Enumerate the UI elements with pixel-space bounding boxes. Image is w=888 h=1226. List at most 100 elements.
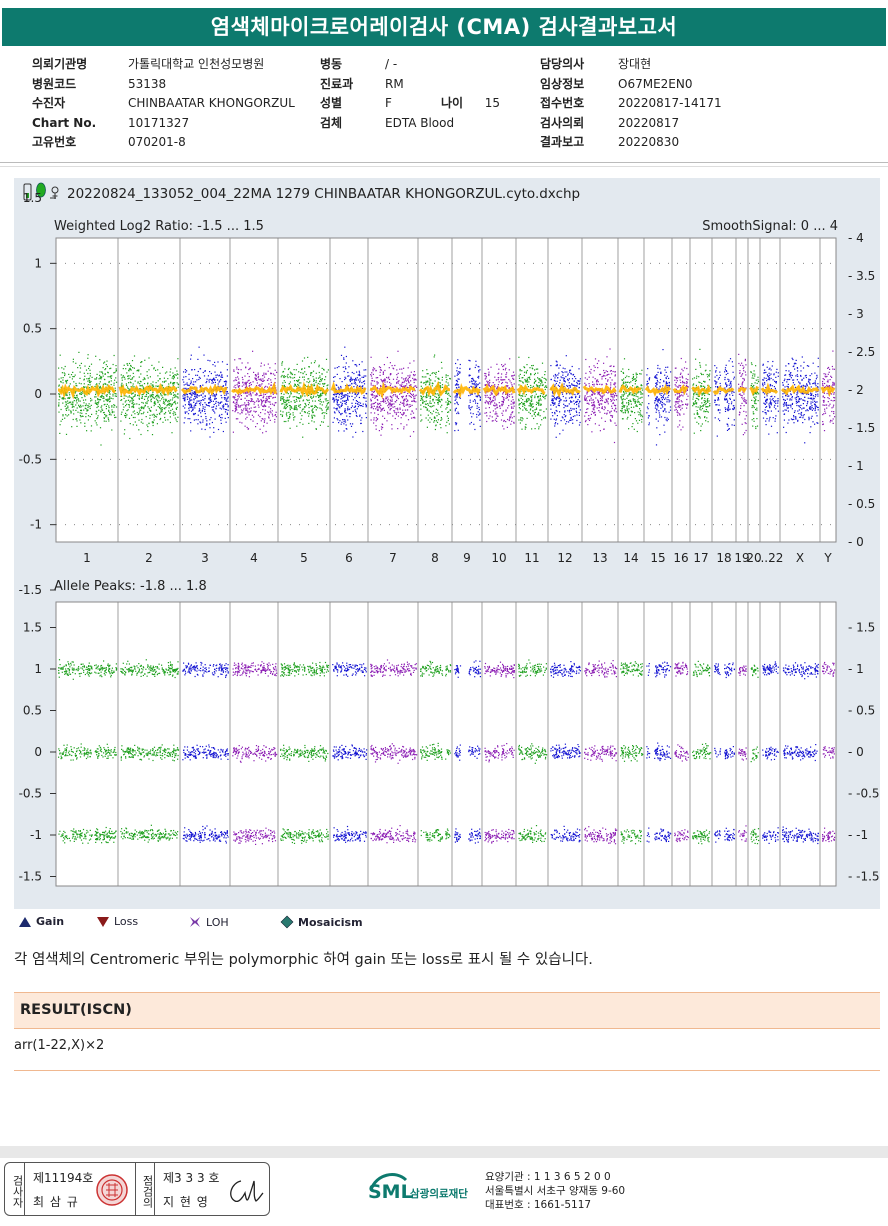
- allele-point: [86, 753, 88, 755]
- allele-point: [323, 666, 325, 668]
- log2-point: [157, 375, 159, 377]
- allele-point: [176, 673, 178, 675]
- allele-point: [304, 836, 306, 838]
- allele-point: [122, 838, 124, 840]
- allele-point: [309, 836, 311, 838]
- log2-point: [176, 406, 178, 408]
- allele-point: [109, 754, 111, 756]
- log2-point: [233, 401, 235, 403]
- log2-point: [236, 403, 238, 405]
- allele-point: [143, 831, 145, 834]
- log2-point: [313, 379, 315, 381]
- allele-point: [154, 833, 157, 835]
- allele-point: [161, 837, 163, 839]
- log2-point: [83, 386, 85, 389]
- label-sex: 성별: [320, 96, 343, 110]
- allele-point: [75, 669, 77, 671]
- allele-point: [295, 834, 297, 836]
- allele-point: [123, 829, 125, 832]
- allele-point: [164, 670, 166, 673]
- log2-point: [254, 411, 256, 413]
- allele-point: [169, 661, 171, 663]
- allele-point: [75, 832, 77, 834]
- log2-point: [159, 407, 161, 409]
- allele-point: [317, 835, 319, 837]
- allele-point: [273, 835, 275, 837]
- log2-point: [238, 394, 240, 396]
- allele-point: [220, 831, 222, 833]
- allele-point: [221, 666, 223, 668]
- allele-point: [67, 668, 69, 670]
- log2-point: [248, 403, 250, 405]
- allele-point: [103, 752, 105, 754]
- allele-point: [270, 834, 272, 836]
- allele-point: [221, 832, 223, 834]
- allele-point: [132, 756, 134, 759]
- allele-point: [258, 757, 260, 759]
- log2-point: [89, 406, 91, 408]
- log2-point: [185, 388, 187, 390]
- allele-point: [333, 757, 336, 759]
- allele-point: [360, 754, 362, 756]
- log2-point: [138, 397, 140, 399]
- allele-point: [153, 754, 156, 756]
- allele-point: [142, 666, 144, 668]
- log2-point: [327, 408, 329, 410]
- log2-point: [124, 414, 126, 417]
- log2-point: [257, 377, 259, 379]
- allele-point: [204, 751, 206, 753]
- allele-point: [127, 748, 130, 750]
- allele-point: [208, 834, 210, 837]
- allele-point: [71, 754, 73, 757]
- allele-point: [197, 839, 199, 841]
- log2-point: [189, 383, 192, 385]
- allele-point: [104, 674, 106, 676]
- log2-point: [186, 398, 189, 400]
- log2-point: [177, 383, 179, 385]
- log2-point: [193, 384, 195, 386]
- log2-point: [115, 377, 117, 379]
- allele-point: [241, 663, 243, 666]
- allele-point: [145, 830, 148, 832]
- allele-point: [157, 829, 159, 832]
- allele-point: [204, 833, 206, 836]
- allele-point: [87, 756, 89, 758]
- allele-point: [109, 828, 111, 830]
- allele-point: [136, 672, 139, 674]
- log2-point: [73, 413, 75, 415]
- allele-point: [340, 836, 342, 838]
- allele-point: [193, 835, 196, 837]
- log2-point: [142, 402, 144, 404]
- log2-point: [358, 401, 360, 403]
- allele-point: [274, 832, 276, 834]
- allele-point: [235, 668, 237, 670]
- log2-point: [281, 374, 283, 377]
- allele-point: [167, 669, 169, 671]
- allele-point: [142, 835, 144, 837]
- allele-point: [79, 836, 81, 838]
- allele-point: [263, 745, 265, 747]
- log2-point: [199, 385, 201, 387]
- log2-point: [325, 398, 327, 400]
- allele-point: [102, 831, 105, 834]
- allele-point: [173, 748, 175, 750]
- allele-point: [87, 842, 89, 844]
- allele-point: [147, 841, 149, 843]
- allele-point: [124, 666, 126, 669]
- allele-point: [152, 754, 155, 756]
- log2-point: [159, 413, 161, 415]
- allele-point: [146, 749, 148, 751]
- allele-point: [140, 759, 143, 761]
- smooth-signal-line: [58, 383, 116, 400]
- allele-point: [321, 748, 323, 750]
- allele-point: [234, 673, 236, 675]
- allele-point: [188, 671, 190, 673]
- log2-point: [83, 409, 85, 411]
- log2-point: [146, 371, 148, 373]
- allele-point: [286, 749, 288, 752]
- log2-point: [254, 401, 256, 403]
- log2-point: [153, 413, 155, 415]
- allele-point: [173, 749, 175, 751]
- log2-point: [268, 417, 270, 419]
- allele-point: [263, 836, 266, 838]
